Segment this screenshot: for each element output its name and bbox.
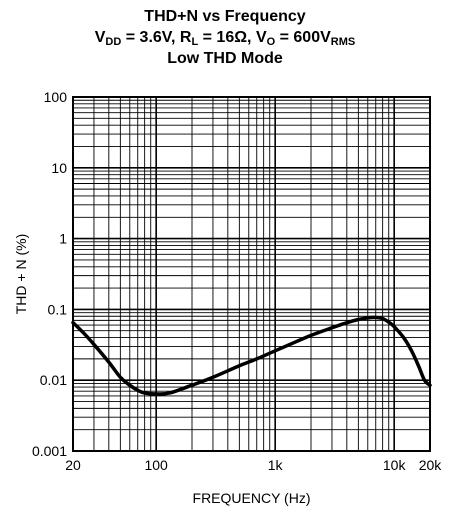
x-axis-label: FREQUENCY (Hz)	[193, 490, 311, 506]
x-tick-label: 100	[144, 457, 168, 473]
y-tick-label: 100	[44, 89, 68, 105]
plot-grid	[73, 97, 430, 451]
y-tick-label: 0.01	[40, 372, 67, 388]
y-tick-labels: 100 10 1 0.1 0.01 0.001	[32, 89, 67, 459]
y-tick-label: 1	[59, 231, 67, 247]
y-axis-label: THD + N (%)	[13, 234, 29, 315]
x-tick-labels: 20 100 1k 10k 20k	[65, 457, 442, 473]
plot-frame	[72, 96, 431, 452]
x-tick-label: 10k	[383, 457, 407, 473]
x-tick-label: 20	[65, 457, 81, 473]
y-tick-label: 10	[51, 160, 67, 176]
y-tick-label: 0.1	[48, 301, 68, 317]
x-tick-label: 20k	[419, 457, 443, 473]
series-line-thdn	[71, 315, 432, 396]
chart-title: THD+N vs Frequency	[144, 8, 306, 25]
x-tick-label: 1k	[268, 457, 284, 473]
y-tick-label: 0.001	[32, 443, 67, 459]
chart-subtitle-mode: Low THD Mode	[167, 50, 283, 67]
chart-subtitle-conditions: VDD = 3.6V, RL = 16Ω, VO = 600VRMS	[94, 29, 356, 48]
chart-title-block: THD+N vs Frequency VDD = 3.6V, RL = 16Ω,…	[0, 6, 450, 69]
